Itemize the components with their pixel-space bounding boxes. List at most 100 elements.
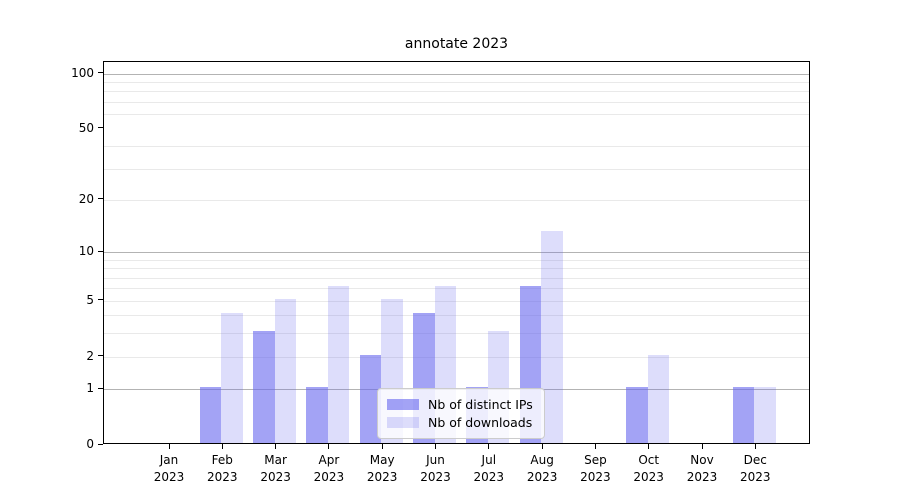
x-axis-tick-label: Apr 2023: [299, 452, 359, 486]
x-tick-month: Dec: [743, 453, 767, 467]
y-axis-tick-label: 1: [86, 381, 94, 396]
y-gridline-minor: [104, 114, 809, 116]
x-tick-year: 2023: [580, 470, 611, 484]
x-axis-tick-label: Aug 2023: [512, 452, 572, 486]
x-axis-tick-label: Jun 2023: [406, 452, 466, 486]
x-axis-tick-label: Nov 2023: [672, 452, 732, 486]
x-tick-year: 2023: [313, 470, 345, 484]
bar-distinct-ips: [626, 387, 648, 443]
x-axis-tick: [381, 444, 383, 449]
x-axis-tick: [701, 444, 703, 449]
y-gridline-minor: [104, 199, 809, 201]
bar-downloads: [327, 286, 350, 443]
y-axis-tick: [98, 387, 103, 389]
y-axis-tick-label: 50: [78, 120, 94, 135]
y-axis-tick-label: 2: [86, 348, 94, 363]
x-axis-tick-label: Feb 2023: [192, 452, 252, 486]
x-tick-year: 2023: [420, 470, 451, 484]
y-axis-tick-label: 5: [86, 292, 94, 307]
bar-distinct-ips: [359, 354, 382, 443]
x-tick-month: Nov: [690, 453, 714, 467]
x-tick-year: 2023: [633, 470, 664, 484]
x-tick-year: 2023: [366, 470, 398, 484]
legend-row: Nb of downloads: [387, 413, 534, 431]
x-tick-month: Jun: [426, 453, 445, 467]
y-axis-tick: [98, 299, 103, 301]
y-gridline-minor: [104, 81, 809, 83]
y-axis-tick: [98, 198, 103, 200]
x-tick-month: Jan: [159, 453, 179, 467]
y-axis-tick-label: 100: [71, 65, 94, 80]
x-axis-tick-label: Mar 2023: [246, 452, 306, 486]
x-axis-tick-label: Jan 2023: [139, 452, 199, 486]
plot-area: [103, 61, 810, 444]
y-axis-tick: [98, 355, 103, 357]
x-tick-year: 2023: [153, 470, 185, 484]
bar-downloads: [274, 298, 297, 443]
y-axis-tick-label: 0: [86, 437, 94, 451]
bar-distinct-ips: [199, 387, 222, 443]
y-gridline-minor: [104, 315, 809, 317]
y-gridline-major: [104, 73, 809, 75]
x-tick-year: 2023: [260, 470, 291, 484]
x-tick-year: 2023: [686, 470, 718, 484]
x-axis-tick: [168, 444, 170, 449]
y-axis-tick-label: 10: [78, 244, 94, 259]
y-gridline-minor: [104, 300, 809, 302]
bar-downloads: [541, 230, 563, 443]
bar-downloads: [754, 387, 776, 443]
legend-swatch-distinct-ips: [387, 398, 419, 410]
x-tick-month: Jul: [481, 453, 497, 467]
y-gridline-minor: [104, 288, 809, 290]
x-tick-year: 2023: [740, 470, 771, 484]
legend-label: Nb of downloads: [428, 414, 533, 430]
x-tick-month: Oct: [638, 453, 660, 467]
x-tick-month: Mar: [264, 453, 287, 467]
x-axis-tick-label: May 2023: [352, 452, 412, 486]
bar-distinct-ips: [732, 387, 755, 443]
x-axis-tick-label: Dec 2023: [725, 452, 785, 486]
y-axis-tick: [98, 250, 103, 252]
y-axis-tick-label: 20: [78, 191, 94, 206]
x-axis-tick: [594, 444, 596, 449]
x-axis-tick-label: Sep 2023: [565, 452, 625, 486]
legend: Nb of distinct IPs Nb of downloads: [377, 388, 545, 439]
x-axis-tick: [754, 444, 756, 449]
y-axis-tick: [98, 443, 103, 445]
x-axis-tick: [541, 444, 543, 449]
y-gridline-minor: [104, 91, 809, 93]
legend-label: Nb of distinct IPs: [428, 396, 533, 412]
x-tick-month: May: [369, 453, 395, 467]
x-tick-month: Sep: [584, 453, 607, 467]
y-gridline-minor: [104, 277, 809, 279]
legend-swatch-downloads: [387, 416, 419, 428]
x-axis-tick: [488, 444, 490, 449]
bar-distinct-ips: [253, 331, 275, 443]
y-gridline-minor: [104, 259, 809, 261]
y-gridline-minor: [104, 333, 809, 335]
y-gridline-minor: [104, 356, 809, 358]
bar-downloads: [221, 313, 243, 443]
x-axis-tick: [435, 444, 436, 449]
y-axis-tick: [98, 127, 103, 129]
x-axis-tick-label: Oct 2023: [619, 452, 679, 486]
x-tick-year: 2023: [473, 470, 505, 484]
y-gridline-major: [104, 252, 809, 254]
chart-title: annotate 2023: [404, 36, 509, 52]
x-tick-year: 2023: [526, 470, 558, 484]
x-axis-tick: [221, 444, 223, 449]
x-tick-month: Feb: [211, 453, 233, 467]
y-gridline-minor: [104, 101, 809, 103]
x-axis-tick-label: Jul 2023: [459, 452, 519, 486]
bar-distinct-ips: [306, 387, 328, 443]
x-axis-tick: [648, 444, 650, 449]
y-gridline-minor: [104, 168, 809, 170]
x-tick-month: Apr: [318, 453, 340, 467]
y-gridline-minor: [104, 146, 809, 148]
x-tick-month: Aug: [530, 453, 554, 467]
legend-row: Nb of distinct IPs: [387, 395, 534, 413]
y-axis-tick: [98, 72, 103, 74]
x-tick-year: 2023: [207, 470, 238, 484]
x-axis-tick: [275, 444, 277, 449]
